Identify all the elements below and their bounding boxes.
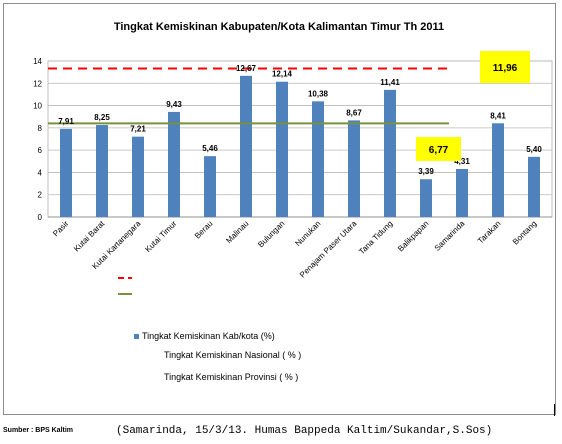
gridlines (48, 60, 552, 218)
bar-7 (312, 101, 324, 217)
chart-frame: Tingkat Kemiskinan Kabupaten/Kota Kalima… (3, 3, 556, 415)
data-label-2: 7,21 (130, 125, 146, 134)
bar-9 (384, 89, 396, 217)
x-category-label-12: Tarakan (476, 219, 502, 245)
y-tick-label: 14 (33, 57, 42, 66)
callout-label-1: 6,77 (429, 145, 449, 156)
plot-area (47, 60, 553, 218)
credit-note: (Samarinda, 15/3/13. Humas Bappeda Kalti… (116, 425, 493, 437)
legend-bar-series-label: Tingkat Kemiskinan Kab/kota (%) (142, 331, 275, 341)
y-tick-label: 8 (38, 124, 43, 133)
bar-6 (276, 81, 288, 218)
data-label-1: 8,25 (94, 113, 110, 122)
bar-2 (132, 136, 144, 217)
source-note: Sumber : BPS Kaltim (3, 427, 74, 434)
data-label-11: 4,31 (454, 157, 470, 166)
x-category-label-0: Pasir (51, 219, 70, 238)
bar-8 (348, 120, 360, 217)
x-category-label-6: Bulungan (256, 219, 286, 249)
y-tick-label: 12 (33, 79, 42, 88)
data-label-9: 11,41 (380, 78, 400, 87)
callouts: 11,96 6,77 (416, 51, 530, 161)
x-category-label-1: Kutai Barat (72, 219, 107, 254)
bar-11 (456, 168, 468, 217)
legend-bar-swatch (134, 334, 139, 339)
data-label-6: 12,14 (272, 70, 293, 79)
bar-3 (168, 111, 180, 217)
bar-13 (528, 156, 540, 217)
reference-lines (48, 67, 449, 125)
bar-5 (240, 75, 252, 217)
callout-label-0: 11,96 (493, 63, 518, 74)
chart-title: Tingkat Kemiskinan Kabupaten/Kota Kalima… (114, 21, 444, 33)
bar-1 (96, 125, 108, 217)
x-category-label-4: Berau (193, 219, 214, 240)
x-category-label-13: Bontang (511, 219, 538, 246)
y-tick-label: 2 (38, 191, 43, 200)
callout-box-1 (416, 137, 461, 161)
data-label-0: 7,91 (58, 117, 74, 126)
data-label-7: 10,38 (308, 89, 329, 98)
y-tick-label: 6 (38, 146, 43, 155)
legend-swatches (118, 277, 139, 339)
data-label-10: 3,39 (418, 167, 434, 176)
bar-10 (420, 179, 432, 217)
callout-box-0 (480, 51, 530, 83)
y-tick-label: 4 (38, 168, 43, 177)
bars (60, 75, 540, 218)
x-category-label-9: Tana Tidung (357, 219, 394, 256)
frame-edge-mark (554, 404, 555, 416)
x-category-label-5: Malinau (224, 219, 250, 245)
x-category-label-7: Nunukan (293, 219, 322, 248)
data-label-4: 5,46 (202, 144, 218, 153)
data-label-13: 5,40 (526, 145, 542, 154)
data-label-5: 12,67 (236, 64, 257, 73)
data-labels: 7,91 8,25 7,21 9,43 5,46 12,67 12,14 10,38 8,67 1… (58, 64, 542, 176)
x-category-label-11: Samarinda (433, 219, 467, 253)
bar-12 (492, 123, 504, 217)
y-axis-ticks: 0 2 4 6 8 10 12 14 (33, 57, 42, 222)
data-label-8: 8,67 (346, 108, 362, 117)
x-category-label-3: Kutai Timur (143, 219, 178, 254)
chart-canvas: Tingkat Kemiskinan Kabupaten/Kota Kalima… (33, 21, 553, 339)
bar-4 (204, 156, 216, 217)
y-tick-label: 0 (38, 213, 43, 222)
data-label-12: 8,41 (490, 111, 506, 120)
y-tick-label: 10 (33, 102, 42, 111)
data-label-3: 9,43 (166, 100, 182, 109)
bar-0 (60, 128, 72, 217)
legend-nasional-label: Tingkat Kemiskinan Nasional ( % ) (164, 350, 302, 360)
x-category-label-10: Balikpapan (396, 219, 430, 253)
legend-provinsi-label: Tingkat Kemiskinan Provinsi ( % ) (164, 372, 299, 382)
